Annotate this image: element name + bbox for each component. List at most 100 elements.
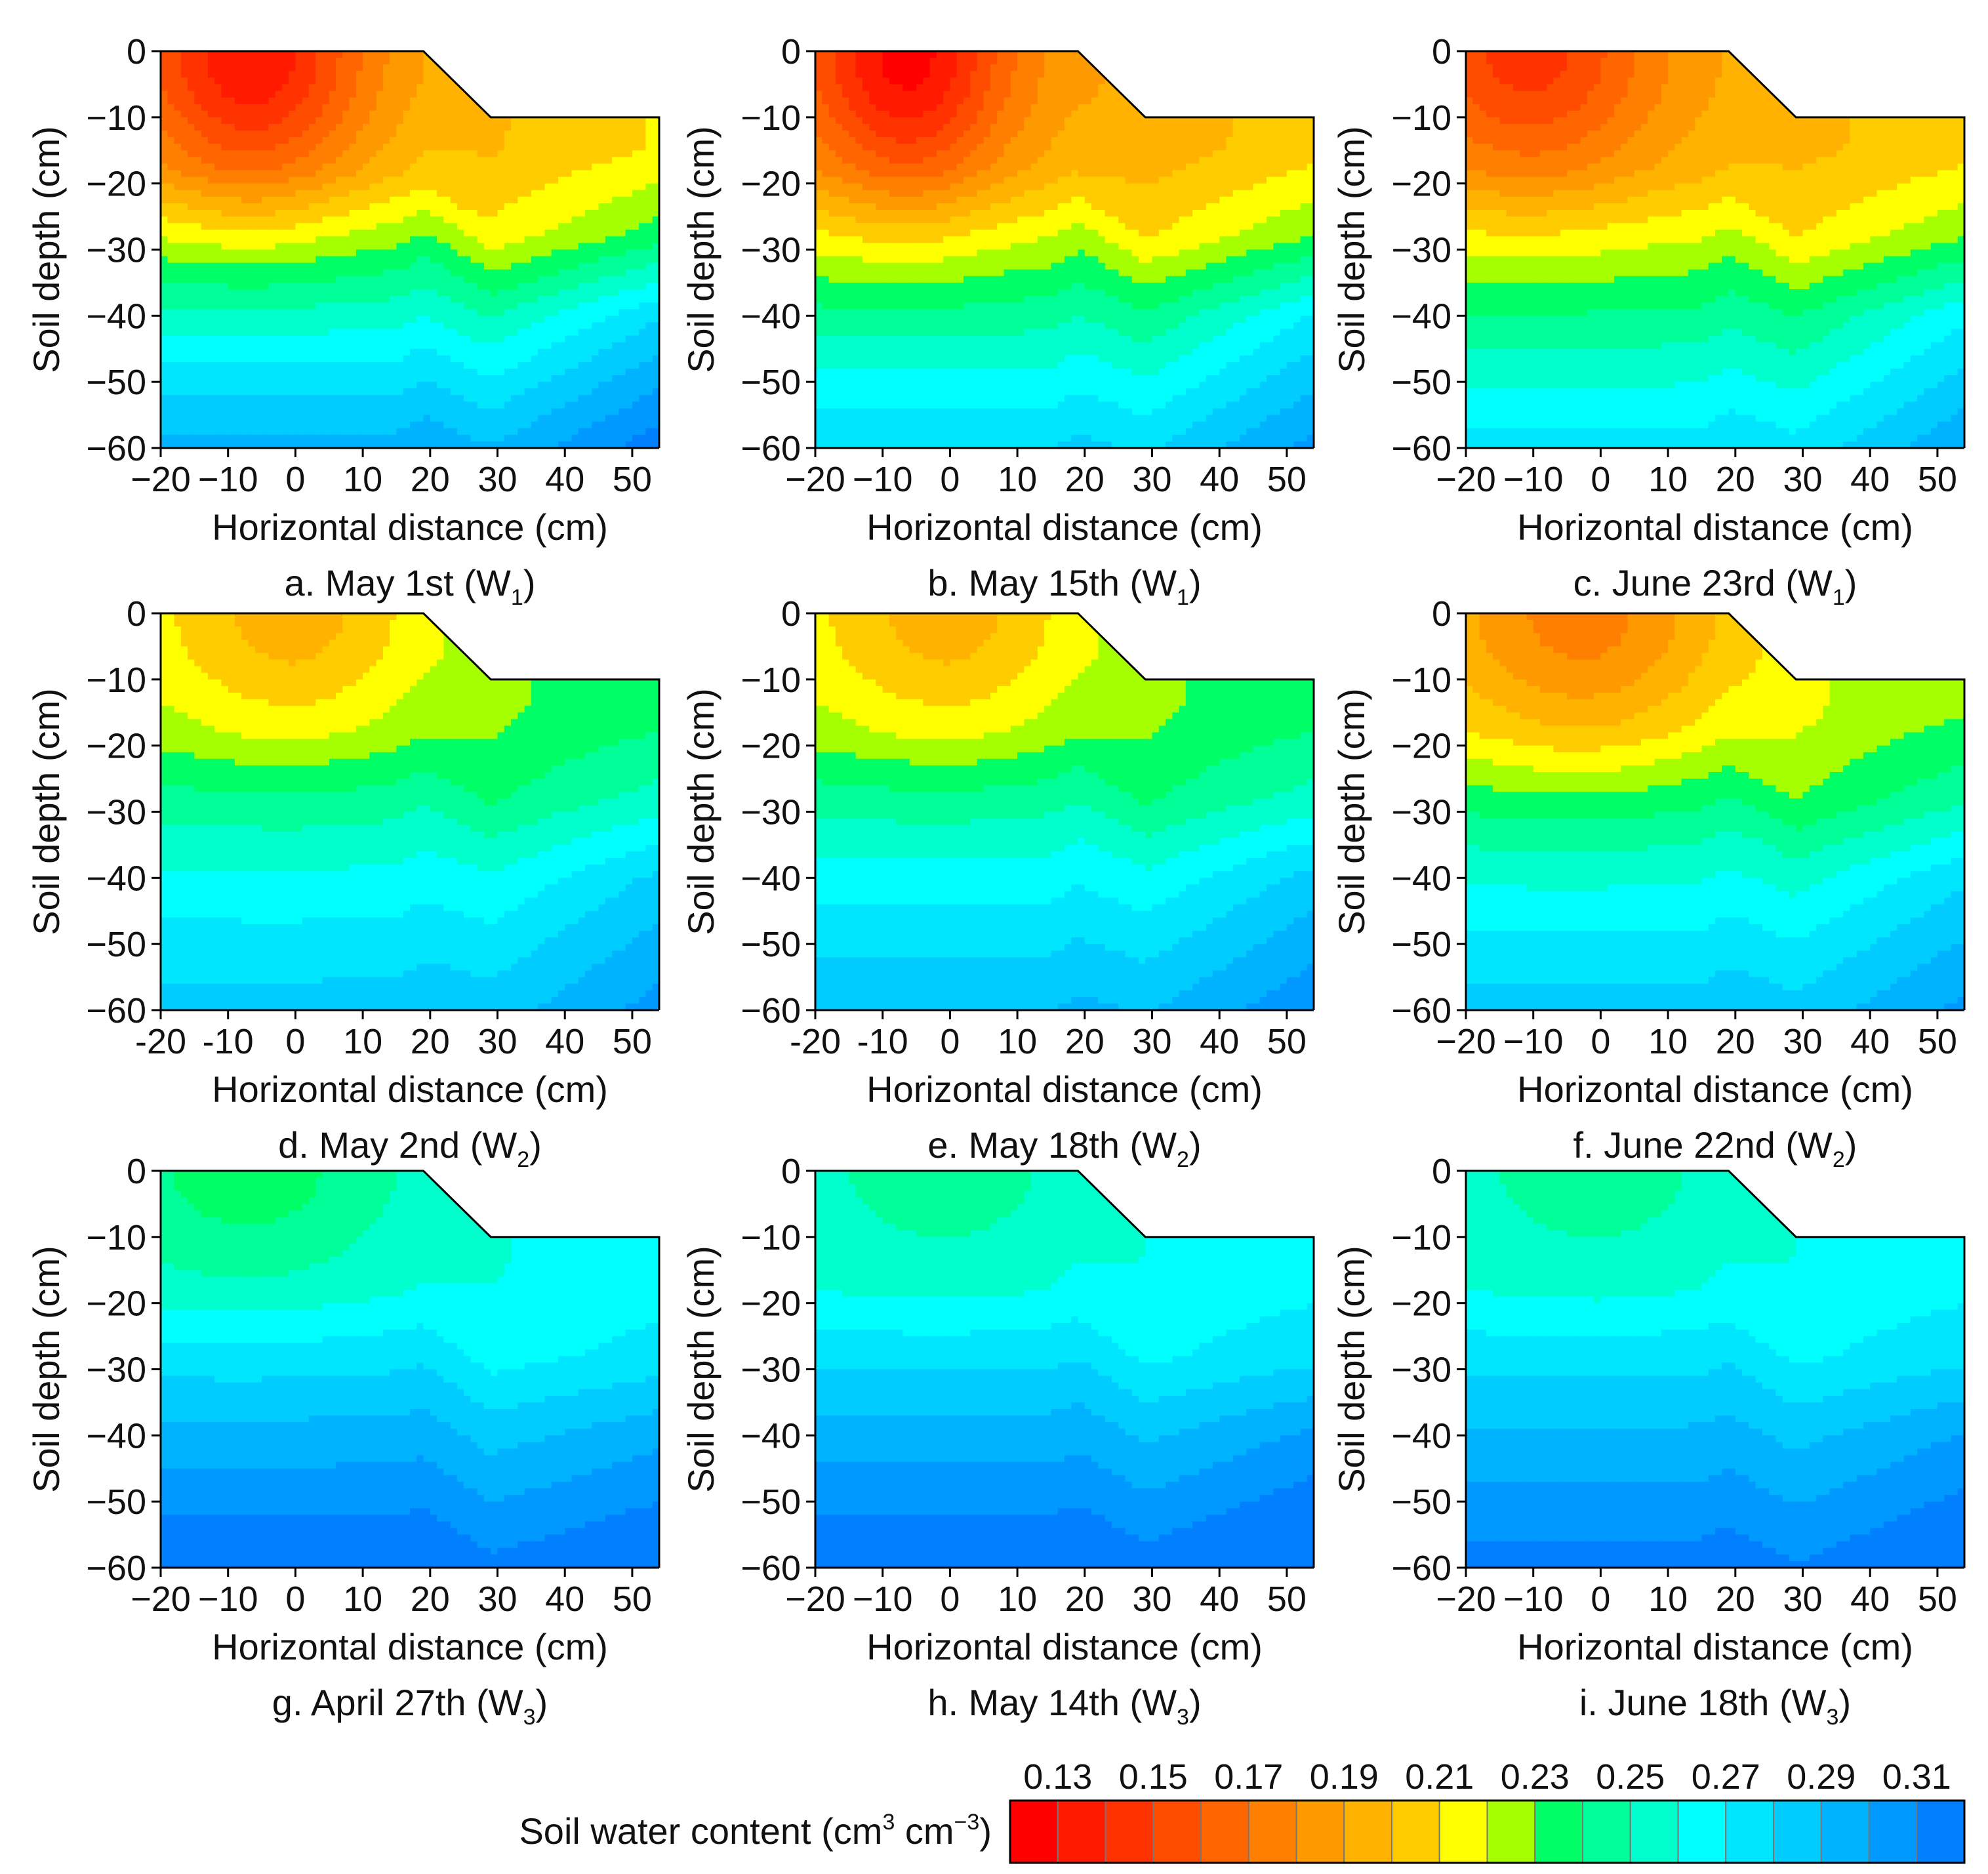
field-cell xyxy=(174,408,182,416)
field-cell xyxy=(167,71,175,78)
field-cell xyxy=(355,375,363,382)
field-cell xyxy=(862,361,870,369)
field-cell xyxy=(504,441,512,448)
field-cell xyxy=(842,196,849,204)
field-cell xyxy=(544,190,552,197)
field-cell xyxy=(382,355,390,363)
field-cell xyxy=(835,64,843,71)
field-cell xyxy=(234,64,242,71)
field-cell xyxy=(517,302,525,310)
contour-field xyxy=(815,51,1314,448)
field-cell xyxy=(315,230,323,237)
field-cell xyxy=(632,176,639,184)
field-cell xyxy=(504,415,512,422)
field-cell xyxy=(483,236,491,244)
field-cell xyxy=(598,302,606,310)
field-cell xyxy=(262,71,269,78)
field-cell xyxy=(565,369,573,376)
field-cell xyxy=(551,150,559,157)
field-cell xyxy=(369,150,377,157)
field-cell xyxy=(363,223,370,230)
field-cell xyxy=(538,104,546,112)
field-cell xyxy=(491,190,498,197)
field-cell xyxy=(281,348,289,356)
field-cell xyxy=(308,335,316,343)
field-cell xyxy=(349,421,357,429)
field-cell xyxy=(248,428,256,436)
field-cell xyxy=(254,190,262,197)
field-cell xyxy=(390,144,397,151)
field-cell xyxy=(483,289,491,296)
field-cell xyxy=(605,441,613,448)
field-cell xyxy=(201,256,209,264)
field-cell xyxy=(612,441,619,448)
field-cell xyxy=(336,415,343,422)
field-cell xyxy=(632,203,639,211)
field-cell xyxy=(862,355,870,363)
field-cell xyxy=(538,375,546,382)
field-cell xyxy=(645,256,653,264)
field-cell xyxy=(248,144,256,151)
field-cell xyxy=(565,123,573,131)
field-cell xyxy=(578,64,586,71)
field-cell xyxy=(517,428,525,436)
field-cell xyxy=(869,77,877,85)
field-cell xyxy=(390,117,397,125)
field-cell xyxy=(248,150,256,157)
field-cell xyxy=(517,77,525,85)
field-cell xyxy=(275,249,283,257)
field-cell xyxy=(355,395,363,403)
field-cell xyxy=(262,401,269,409)
field-cell xyxy=(430,434,437,442)
field-cell xyxy=(862,230,870,237)
field-cell xyxy=(329,408,336,416)
field-cell xyxy=(221,415,229,422)
field-cell xyxy=(815,249,822,257)
field-cell xyxy=(639,117,647,125)
field-cell xyxy=(403,170,411,178)
field-cell xyxy=(268,415,276,422)
field-cell xyxy=(295,223,303,230)
field-cell xyxy=(214,302,222,310)
field-cell xyxy=(248,196,256,204)
field-cell xyxy=(382,196,390,204)
field-cell xyxy=(565,401,573,409)
field-cell xyxy=(241,210,249,217)
field-cell xyxy=(437,382,444,389)
field-cell xyxy=(295,421,303,429)
field-cell xyxy=(842,137,849,144)
field-cell xyxy=(423,163,431,171)
field-cell xyxy=(329,236,336,244)
field-cell xyxy=(842,335,849,343)
field-cell xyxy=(390,77,397,85)
field-cell xyxy=(862,190,870,197)
field-cell xyxy=(538,190,546,197)
field-cell xyxy=(174,355,182,363)
field-cell xyxy=(268,342,276,350)
field-cell xyxy=(363,289,370,296)
field-cell xyxy=(849,230,857,237)
field-cell xyxy=(281,216,289,224)
field-cell xyxy=(605,355,613,363)
field-cell xyxy=(403,302,411,310)
field-cell xyxy=(349,203,357,211)
field-cell xyxy=(289,342,296,350)
field-cell xyxy=(390,183,397,191)
field-cell xyxy=(349,110,357,118)
field-cell xyxy=(524,335,532,343)
field-cell xyxy=(470,150,478,157)
field-cell xyxy=(430,84,437,92)
field-cell xyxy=(275,210,283,217)
field-cell xyxy=(308,243,316,251)
field-cell xyxy=(585,77,592,85)
field-cell xyxy=(254,71,262,78)
field-cell xyxy=(268,163,276,171)
field-cell xyxy=(336,428,343,436)
field-cell xyxy=(349,249,357,257)
field-cell xyxy=(390,210,397,217)
field-cell xyxy=(161,415,168,422)
field-cell xyxy=(578,243,586,251)
field-cell xyxy=(329,375,336,382)
field-cell xyxy=(585,196,592,204)
field-cell xyxy=(524,309,532,316)
